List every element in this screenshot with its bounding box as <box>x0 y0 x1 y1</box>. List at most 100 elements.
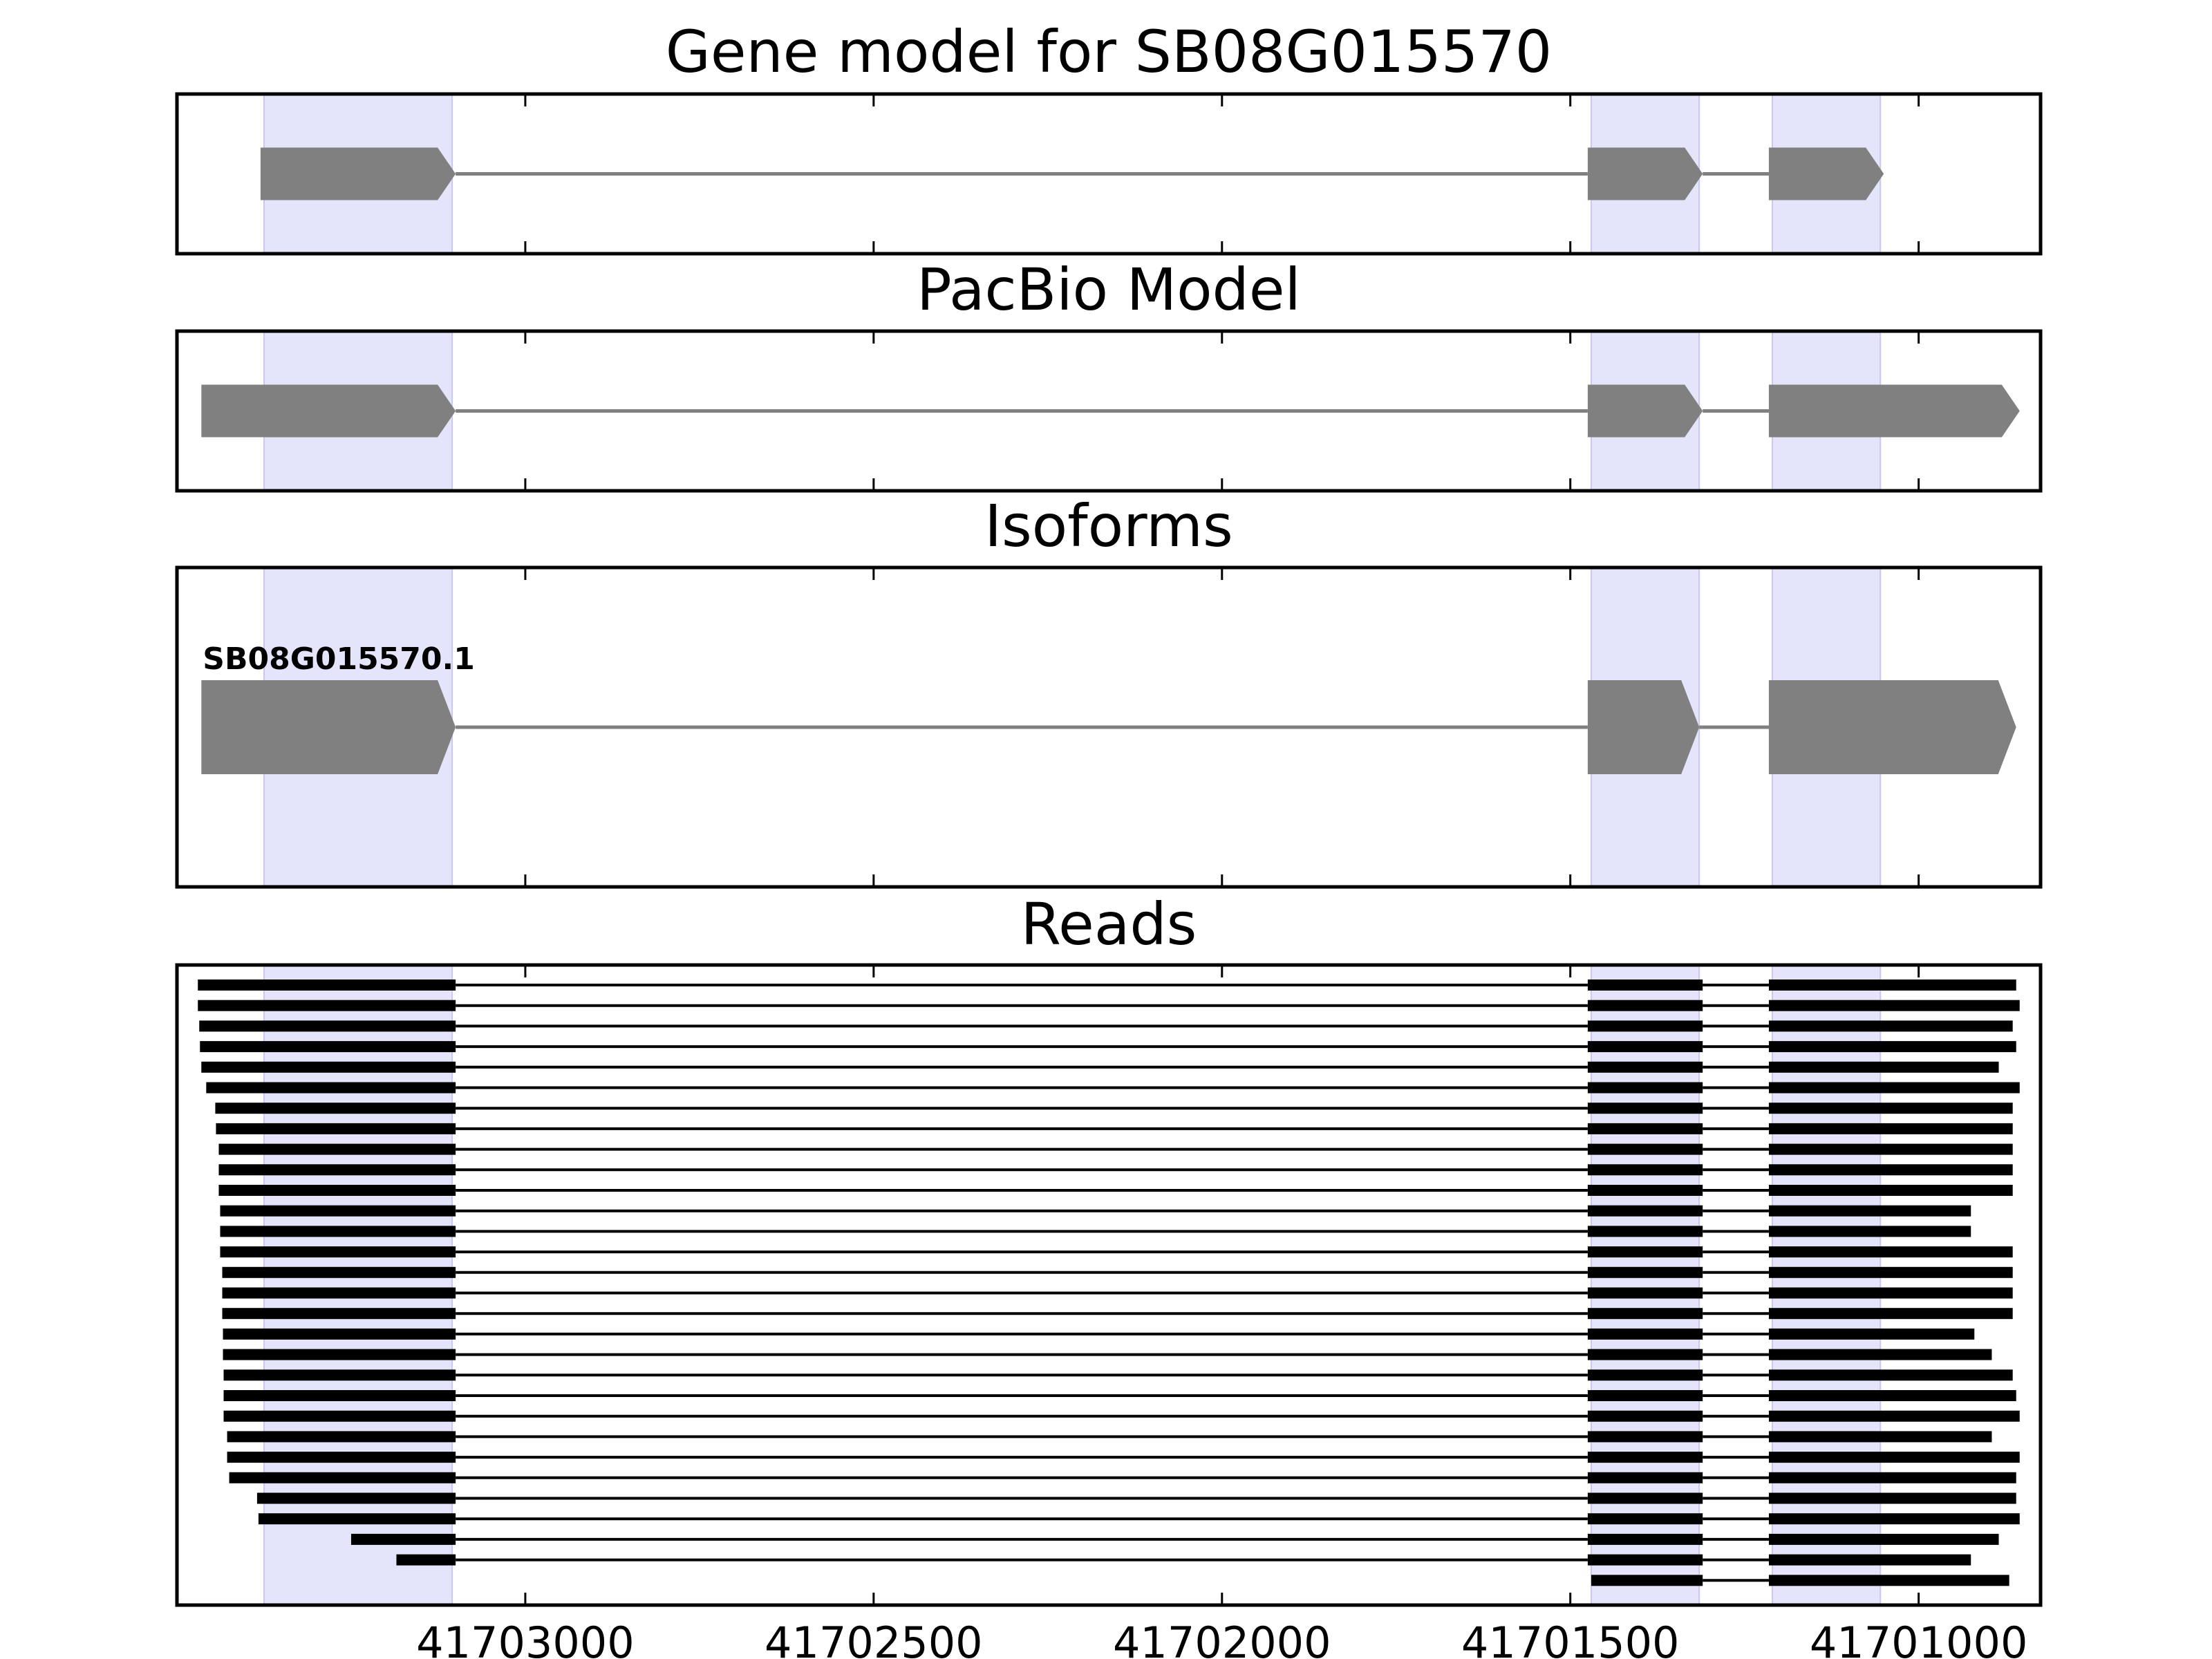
read <box>220 1246 2013 1258</box>
read <box>223 1410 2020 1422</box>
read <box>256 1492 2016 1504</box>
read-exon-block <box>1768 1041 2016 1053</box>
read-exon-block <box>1587 1103 1703 1114</box>
read-exon-block <box>223 1328 456 1340</box>
read <box>222 1308 2013 1320</box>
read-exon-block <box>198 1000 456 1011</box>
read-exon-block <box>216 1123 456 1134</box>
read <box>223 1349 1992 1360</box>
exon-block <box>1768 680 2016 774</box>
read-exon-block <box>1587 1041 1703 1053</box>
panel-title: Gene model for SB08G015570 <box>666 18 1552 86</box>
x-tick-label: 41701000 <box>1810 1618 2028 1659</box>
read-exon-block <box>1768 1349 1992 1360</box>
read-exon-block <box>1587 1205 1703 1217</box>
panel-frame <box>175 329 2043 493</box>
panel-title: Isoforms <box>984 492 1233 560</box>
panel-2: PacBio Model <box>175 256 2043 493</box>
panel-title: Reads <box>1021 890 1197 958</box>
read-exon-block <box>1768 980 2016 991</box>
exon-block <box>1768 147 1884 200</box>
read <box>396 1554 1971 1566</box>
read-exon-block <box>1587 1185 1703 1196</box>
exon-block <box>201 680 456 774</box>
read <box>1591 1575 2009 1586</box>
read-exon-block <box>1587 1226 1703 1237</box>
read-exon-block <box>1768 1185 2013 1196</box>
read-exon-block <box>396 1554 456 1566</box>
x-tick-label: 41701500 <box>1461 1618 1680 1659</box>
read-exon-block <box>256 1492 456 1504</box>
read-exon-block <box>1587 1554 1703 1566</box>
read-exon-block <box>1587 1287 1703 1299</box>
read-exon-block <box>1768 1287 2013 1299</box>
read-exon-block <box>215 1103 456 1114</box>
read <box>350 1533 1999 1545</box>
read-exon-block <box>1768 1000 2020 1011</box>
read <box>227 1431 1992 1443</box>
read-exon-block <box>218 1185 456 1196</box>
read-exon-block <box>222 1287 456 1299</box>
read-exon-block <box>1768 1513 2020 1525</box>
read <box>206 1082 2020 1094</box>
read-exon-block <box>1587 1390 1703 1401</box>
read-exon-block <box>1591 1575 1703 1586</box>
read-exon-block <box>1587 1513 1703 1525</box>
panel-3: Isoforms SB08G015570.1 <box>175 492 2043 889</box>
read-exon-block <box>223 1410 456 1422</box>
read-exon-block <box>1587 1123 1703 1134</box>
panel-1: Gene model for SB08G015570 <box>175 18 2043 256</box>
read-exon-block <box>201 1061 456 1073</box>
read-exon-block <box>1587 1410 1703 1422</box>
read-exon-block <box>1768 1103 2013 1114</box>
read <box>215 1103 2013 1114</box>
exon-block <box>260 147 456 200</box>
read <box>223 1328 1975 1340</box>
read-exon-block <box>223 1369 456 1381</box>
exon-block <box>1587 384 1703 438</box>
read-exon-block <box>1768 1328 1975 1340</box>
read-exon-block <box>1768 1410 2020 1422</box>
read-exon-block <box>206 1082 456 1094</box>
read-exon-block <box>220 1205 456 1217</box>
read-exon-block <box>1768 1143 2013 1155</box>
read-exon-block <box>1587 1266 1703 1278</box>
read <box>218 1164 2013 1176</box>
read-exon-block <box>1768 1492 2016 1504</box>
read-exon-block <box>218 1143 456 1155</box>
read-exon-block <box>258 1513 456 1525</box>
read-exon-block <box>223 1390 456 1401</box>
read-exon-block <box>1587 980 1703 991</box>
read-exon-block <box>227 1431 456 1443</box>
read-exon-block <box>220 1226 456 1237</box>
read-exon-block <box>1768 1308 2013 1320</box>
read-exon-block <box>1587 1143 1703 1155</box>
read <box>222 1266 2013 1278</box>
exon-block <box>1587 680 1700 774</box>
exon-block <box>1768 384 2020 438</box>
read-exon-block <box>1768 1533 1999 1545</box>
read-exon-block <box>1768 1369 2013 1381</box>
read-exon-block <box>1768 1452 2020 1463</box>
read-exon-block <box>223 1349 456 1360</box>
read-exon-block <box>198 980 456 991</box>
read-exon-block <box>1768 1472 2016 1483</box>
read-exon-block <box>1768 1266 2013 1278</box>
read-exon-block <box>1768 1246 2013 1258</box>
x-tick-label: 41702500 <box>765 1618 983 1659</box>
read <box>227 1452 2020 1463</box>
read-exon-block <box>1587 1061 1703 1073</box>
read-exon-block <box>1768 1575 2009 1586</box>
read-exon-block <box>229 1472 456 1483</box>
read-exon-block <box>1587 1328 1703 1340</box>
panel-4: Reads <box>175 890 2043 1607</box>
panel-frame <box>175 963 2043 1607</box>
read <box>220 1226 1971 1237</box>
read-exon-block <box>1768 1061 1999 1073</box>
read-exon-block <box>222 1308 456 1320</box>
isoform-label: SB08G015570.1 <box>203 641 475 677</box>
read <box>200 1041 2016 1053</box>
read-exon-block <box>218 1164 456 1176</box>
read-exon-block <box>1768 1082 2020 1094</box>
